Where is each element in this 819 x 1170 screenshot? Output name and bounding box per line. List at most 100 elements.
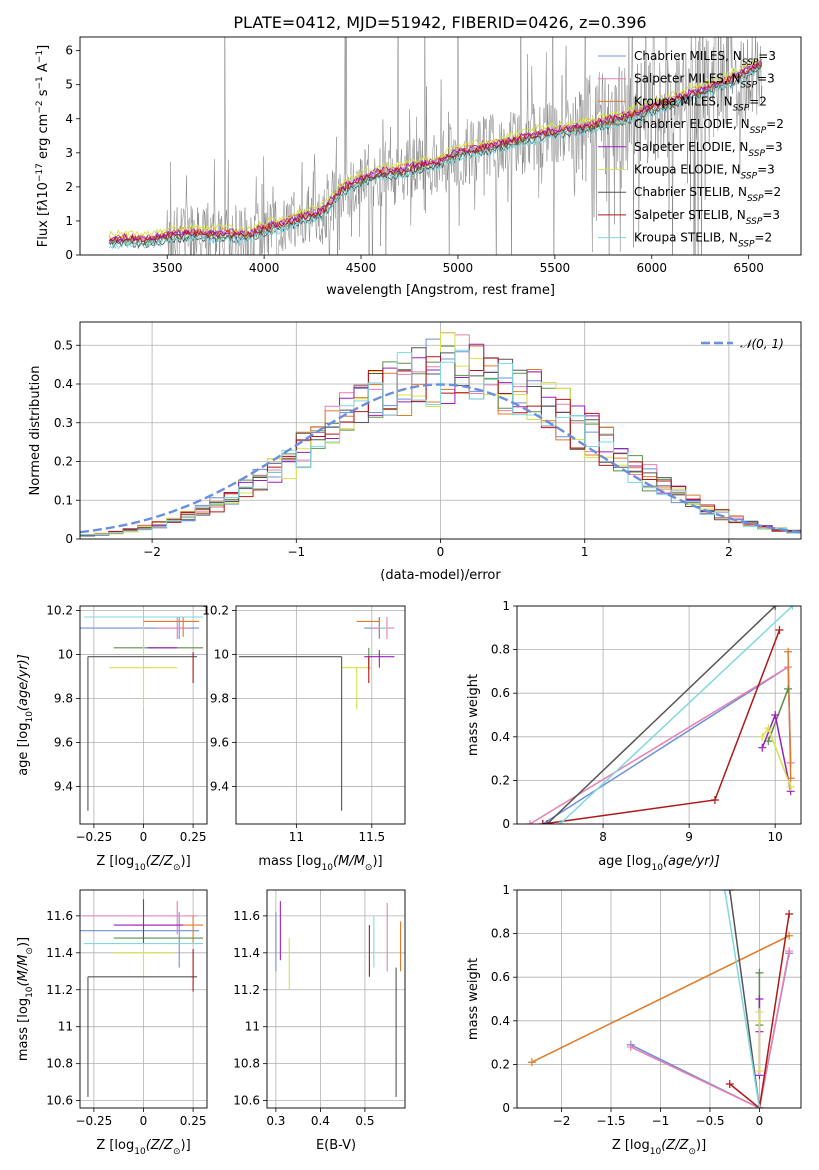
- age_vs_Z-ylabel: age [log10(age/yr)]: [16, 654, 35, 776]
- mass_vs_Z-point-chabrier_miles: [80, 912, 200, 968]
- y-tick-label: 11: [58, 1020, 73, 1034]
- x-tick-label: 9: [685, 830, 693, 844]
- spectrum-ylabel: Flux [fλ10−17 erg cm−2 s−1 A−1]: [35, 45, 51, 247]
- age_vs_Z-point-chabrier_stelib: [87, 656, 198, 811]
- age_vs_mass-xlabel: mass [log10(M/M⊙)]: [258, 854, 382, 873]
- y-tick-label: 4: [65, 112, 73, 126]
- marker: [755, 995, 764, 1003]
- marker: [543, 820, 552, 824]
- y-tick-label: 0.4: [491, 730, 510, 744]
- age_vs_mass-point-kroupa_miles: [356, 617, 380, 637]
- legend-label-kroupa_elodie: Kroupa ELODIE, NSSP=3: [634, 163, 775, 182]
- y-tick-label: 9.8: [210, 691, 229, 705]
- residuals-ylabel: Normed distribution: [28, 366, 43, 496]
- weight_vs_age-series-chabrier_stelib: [543, 606, 780, 824]
- x-tick-label: 0.5: [355, 1114, 374, 1128]
- y-tick-label: 0.2: [491, 773, 510, 787]
- mass_vs_ebv-axes: 0.3 0.4 0.5 10.6 10.8 11 11.2 11.4 11.6: [233, 890, 405, 1128]
- legend-label-salpeter_elodie: Salpeter ELODIE, NSSP=3: [634, 140, 783, 159]
- y-tick-label: 2: [65, 180, 73, 194]
- y-tick-label: 1: [65, 214, 73, 228]
- y-tick-label: 6: [65, 44, 73, 58]
- weight_vs_Z-frame: [516, 889, 802, 1109]
- y-tick-label: 0.2: [491, 1057, 510, 1071]
- weight_vs_age-axes: 8 9 10 0 0.2 0.4 0.6 0.8 1: [491, 599, 801, 844]
- marker: [755, 968, 764, 977]
- weight_vs_age-series-salpeter_miles: [525, 663, 795, 824]
- legend-label-salpeter_stelib: Salpeter STELIB, NSSP=3: [634, 208, 780, 227]
- x-tick-label: −2: [553, 1114, 571, 1128]
- marker: [725, 1080, 734, 1089]
- weight_vs_age-series-salpeter_elodie: [758, 711, 795, 796]
- weight_vs_age-series-kroupa_elodie: [758, 724, 795, 791]
- x-tick-label: −1.5: [596, 1114, 625, 1128]
- x-tick-label: 4000: [249, 261, 280, 275]
- y-tick-label: 11.4: [46, 946, 73, 960]
- x-tick-label: 0: [140, 830, 148, 844]
- x-tick-label: −0.25: [76, 1114, 113, 1128]
- age_vs_Z-point-kroupa_miles: [143, 617, 200, 637]
- marker: [771, 711, 780, 719]
- mass_vs_Z-point-kroupa_elodie: [113, 943, 174, 990]
- weight_vs_age-frame: [516, 605, 802, 825]
- y-tick-label: 0.8: [491, 927, 510, 941]
- x-tick-label: 6000: [636, 261, 667, 275]
- y-tick-label: 1: [502, 599, 510, 613]
- x-tick-label: 0.3: [266, 1114, 285, 1128]
- x-tick-label: 0.4: [311, 1114, 330, 1128]
- y-tick-label: 11.2: [46, 983, 73, 997]
- legend-label-normal: 𝒩(0, 1): [740, 337, 784, 351]
- spectrum-model-kroupa_stelib: [108, 68, 762, 250]
- legend-label-chabrier_elodie: Chabrier ELODIE, NSSP=2: [634, 117, 784, 136]
- y-tick-label: 9.6: [54, 736, 73, 750]
- y-tick-label: 0.6: [491, 686, 510, 700]
- marker: [556, 820, 565, 824]
- weight_vs_age-ylabel: mass weight: [466, 674, 481, 756]
- marker: [784, 647, 793, 656]
- legend-label-kroupa_miles: Kroupa MILES, NSSP=2: [634, 94, 767, 113]
- y-tick-label: 10: [214, 647, 229, 661]
- legend-label-kroupa_stelib: Kroupa STELIB, NSSP=2: [634, 231, 772, 250]
- marker: [785, 947, 794, 956]
- spectrum-axes: 3500 4000 4500 5000 5500 6000 6500 0 1 2 3 4 5 6: [65, 44, 764, 275]
- y-tick-label: 0.8: [491, 643, 510, 657]
- y-tick-label: 0.4: [491, 1014, 510, 1028]
- y-tick-label: 11.6: [233, 909, 260, 923]
- x-tick-label: 0.25: [180, 1114, 207, 1128]
- x-tick-label: 1: [581, 545, 589, 559]
- x-tick-label: −1: [287, 545, 305, 559]
- age_vs_mass-point-chabrier_stelib: [239, 656, 343, 811]
- spectrum-xlabel: wavelength [Angstrom, rest frame]: [326, 283, 555, 298]
- marker: [755, 1016, 764, 1025]
- x-tick-label: 4500: [346, 261, 377, 275]
- y-tick-label: 0.2: [54, 455, 73, 469]
- marker: [755, 1104, 764, 1108]
- y-tick-label: 10: [58, 647, 73, 661]
- y-tick-label: 0.6: [491, 970, 510, 984]
- mass_vs_Z-point-salpeter_miles: [81, 901, 198, 935]
- weight_vs_Z-series-kroupa_elodie: [755, 1008, 764, 1075]
- x-tick-label: 11: [289, 830, 304, 844]
- y-tick-label: 0: [65, 532, 73, 546]
- y-tick-label: 0.5: [54, 338, 73, 352]
- legend-label-chabrier_stelib: Chabrier STELIB, NSSP=2: [634, 185, 781, 204]
- normal-curve: [79, 383, 802, 534]
- marker: [786, 782, 795, 791]
- weight_vs_age-xlabel: age [log10(age/yr)]: [598, 854, 720, 873]
- figure-title: PLATE=0412, MJD=51942, FIBERID=0426, z=0…: [233, 13, 646, 32]
- weight_vs_Z-xlabel: Z [log10(Z/Z⊙)]: [612, 1138, 706, 1157]
- mass_vs_Z-point-salpeter_elodie: [113, 899, 184, 944]
- y-tick-label: 0.4: [54, 377, 73, 391]
- x-tick-label: 8: [599, 830, 607, 844]
- marker: [538, 820, 547, 824]
- legend-label-salpeter_miles: Salpeter MILES, NSSP=3: [634, 72, 775, 91]
- marker: [784, 684, 793, 693]
- marker: [720, 890, 729, 894]
- marker: [771, 606, 780, 610]
- mass_vs_Z-xlabel: Z [log10(Z/Z⊙)]: [96, 1138, 190, 1157]
- weight_vs_age-series-salpeter_stelib: [538, 625, 784, 824]
- y-tick-label: 10.6: [46, 1094, 73, 1108]
- age_vs_Z-xlabel: Z [log10(Z/Z⊙)]: [96, 854, 190, 873]
- y-tick-label: 0: [502, 817, 510, 831]
